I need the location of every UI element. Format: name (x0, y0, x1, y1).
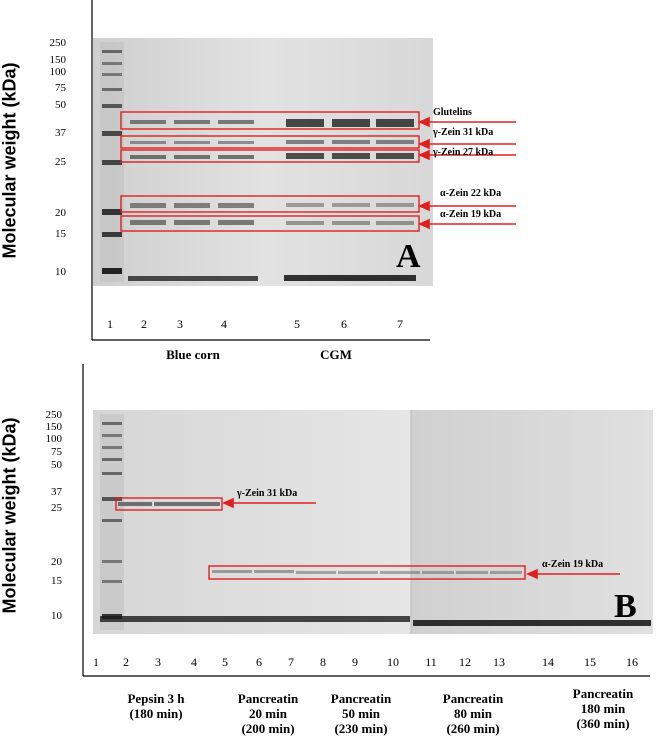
mw-marker: 10 (51, 610, 62, 622)
lane-number: 1 (93, 655, 99, 669)
panel-a-gel (93, 38, 516, 286)
group-line: 80 min (454, 706, 492, 721)
group-pancreatin-50min: Pancreatin 50 min (230 min) (316, 691, 406, 736)
mw-marker: 15 (51, 575, 62, 587)
panel-b-y-axis-label: Molecular weight (kDa) (0, 417, 20, 614)
mw-marker: 150 (45, 421, 63, 433)
lane-number: 15 (584, 655, 596, 669)
lane-number: 1 (107, 317, 113, 331)
mw-marker: 20 (55, 207, 66, 219)
mw-marker: 50 (51, 459, 62, 471)
panel-a-group-blue-corn: Blue corn (166, 347, 220, 362)
lane-number: 5 (222, 655, 228, 669)
lane-number: 2 (123, 655, 129, 669)
panel-a-highlight-boxes (120, 111, 420, 232)
mw-marker: 15 (55, 228, 66, 240)
annotation-gamma-zein-27: γ-Zein 27 kDa (433, 147, 494, 158)
group-line: 50 min (342, 706, 380, 721)
mw-marker: 20 (51, 556, 62, 568)
annotation-alpha-zein-19: α-Zein 19 kDa (542, 559, 604, 570)
group-line: 180 min (580, 701, 626, 716)
panel-a-y-axis-label: Molecular weight (kDa) (0, 62, 20, 259)
panel-b-arrows (222, 497, 620, 580)
lane-number: 6 (256, 655, 262, 669)
group-pancreatin-80min: Pancreatin 80 min (260 min) (428, 691, 518, 736)
mw-marker: 150 (49, 54, 67, 66)
lane-number: 7 (397, 317, 403, 331)
lane-number: 3 (177, 317, 183, 331)
panel-a-group-cgm: CGM (320, 347, 352, 362)
lane-number: 2 (141, 317, 147, 331)
lane-number: 7 (288, 655, 294, 669)
group-line: (260 min) (446, 721, 500, 736)
mw-marker: 100 (49, 66, 67, 78)
lane-number: 9 (352, 655, 358, 669)
annotation-gamma-zein-31: γ-Zein 31 kDa (237, 488, 298, 499)
group-line: 20 min (249, 706, 287, 721)
mw-marker: 75 (55, 82, 66, 94)
panel-b-axes (82, 364, 650, 677)
panel-b-bands (100, 502, 651, 626)
lane-number: 6 (341, 317, 347, 331)
annotation-alpha-zein-19: α-Zein 19 kDa (440, 209, 502, 220)
lane-number: 16 (626, 655, 638, 669)
annotation-alpha-zein-22: α-Zein 22 kDa (440, 188, 502, 199)
lane-number: 3 (155, 655, 161, 669)
group-line: (180 min) (129, 706, 183, 721)
lane-number: 8 (320, 655, 326, 669)
annotation-glutelins: Glutelins (433, 107, 472, 118)
lane-number: 12 (459, 655, 471, 669)
mw-marker: 100 (45, 433, 63, 445)
lane-number: 13 (493, 655, 505, 669)
group-line: (230 min) (334, 721, 388, 736)
group-line: Pancreatin (442, 691, 504, 706)
group-pancreatin-180min: Pancreatin 180 min (360 min) (553, 686, 653, 731)
mw-marker: 10 (55, 266, 66, 278)
group-line: Pepsin 3 h (127, 691, 185, 706)
panel-a-arrows (418, 116, 516, 230)
panel-b-label: B (614, 588, 637, 625)
mw-marker: 250 (49, 37, 67, 49)
panel-a-label: A (396, 238, 421, 275)
lane-number: 14 (542, 655, 554, 669)
mw-marker: 250 (45, 409, 63, 421)
mw-marker: 50 (55, 99, 66, 111)
lane-number: 5 (294, 317, 300, 331)
mw-marker: 37 (51, 486, 62, 498)
group-line: Pancreatin (572, 686, 634, 701)
lane-number: 4 (191, 655, 197, 669)
mw-marker: 25 (51, 502, 62, 514)
group-pepsin-3h: Pepsin 3 h (180 min) (106, 691, 206, 721)
panel-b-ladder (100, 414, 124, 630)
panel-b-gel (93, 410, 653, 634)
group-pancreatin-20min: Pancreatin 20 min (200 min) (223, 691, 313, 736)
group-line: Pancreatin (237, 691, 299, 706)
mw-marker: 75 (51, 446, 62, 458)
group-line: (360 min) (576, 716, 630, 731)
group-line: (200 min) (241, 721, 295, 736)
panel-a-ladder (100, 42, 124, 282)
mw-marker: 37 (55, 127, 66, 139)
lane-number: 4 (221, 317, 227, 331)
panel-a-axes (91, 0, 430, 341)
panel-b-highlight-boxes (115, 497, 526, 580)
panel-a-bands (128, 119, 416, 281)
lane-number: 11 (425, 655, 437, 669)
mw-marker: 25 (55, 156, 66, 168)
annotation-gamma-zein-31: γ-Zein 31 kDa (433, 127, 494, 138)
lane-number: 10 (387, 655, 399, 669)
group-line: Pancreatin (330, 691, 392, 706)
